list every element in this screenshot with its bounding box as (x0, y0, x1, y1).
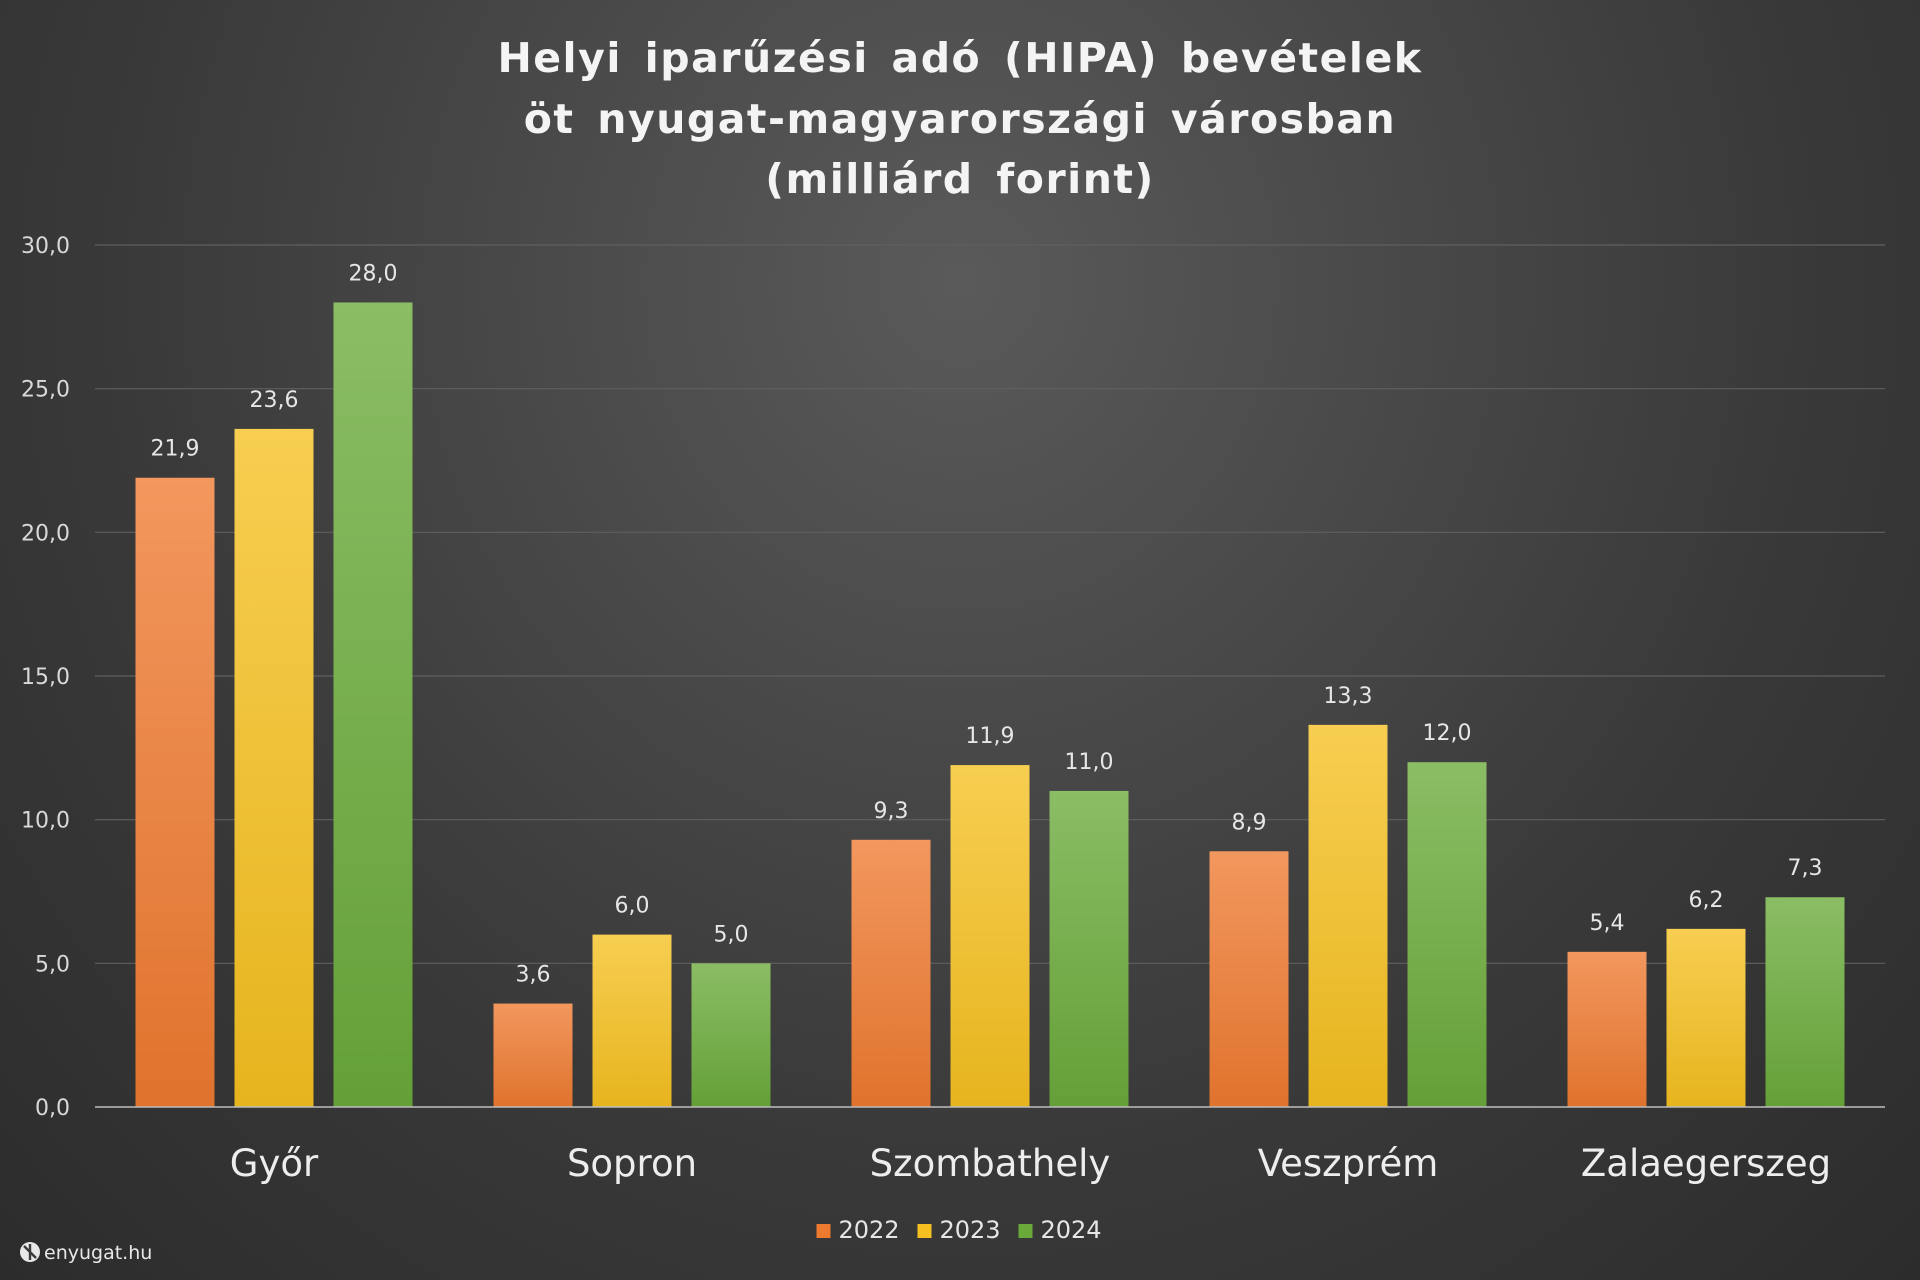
y-tick-label: 0,0 (35, 1096, 70, 1121)
y-tick-label: 10,0 (21, 809, 70, 834)
data-label: 7,3 (1788, 856, 1823, 881)
bar (592, 934, 672, 1107)
bar (1666, 928, 1746, 1107)
bar (1209, 851, 1289, 1107)
enyugat-logo-icon (20, 1242, 40, 1262)
watermark-text: enyugat.hu (44, 1242, 152, 1264)
chart-title-line-3: (milliárd forint) (765, 155, 1155, 203)
bar (1049, 790, 1129, 1107)
data-label: 5,0 (714, 922, 749, 947)
data-label: 13,3 (1324, 684, 1373, 709)
y-axis: 0,0 5,0 10,0 15,0 20,0 25,0 30,0 (21, 234, 70, 1121)
bar (1308, 724, 1388, 1107)
x-tick-label: Zalaegerszeg (1581, 1142, 1831, 1185)
chart-title-line-2: öt nyugat-magyarországi városban (524, 95, 1397, 143)
data-label: 28,0 (349, 261, 398, 286)
legend-label: 2023 (940, 1216, 1001, 1244)
chart-title-line-1: Helyi iparűzési adó (HIPA) bevételek (497, 34, 1422, 82)
bar (1765, 897, 1845, 1107)
data-label: 5,4 (1590, 911, 1625, 936)
data-label: 11,9 (966, 724, 1015, 749)
y-tick-label: 30,0 (21, 234, 70, 259)
x-tick-label: Győr (230, 1142, 319, 1185)
bar (333, 302, 413, 1107)
chart-title: Helyi iparűzési adó (HIPA) bevételek öt … (497, 34, 1422, 203)
bar (950, 765, 1030, 1107)
x-tick-label: Veszprém (1258, 1142, 1439, 1185)
bar (1567, 951, 1647, 1107)
x-tick-label: Szombathely (870, 1142, 1111, 1185)
bars (135, 302, 1845, 1108)
data-label: 12,0 (1423, 721, 1472, 746)
legend-label: 2024 (1041, 1216, 1102, 1244)
legend-swatch (1018, 1224, 1033, 1238)
data-label: 3,6 (516, 963, 551, 988)
bar (234, 428, 314, 1108)
watermark: enyugat.hu (20, 1242, 152, 1264)
legend-label: 2022 (839, 1216, 900, 1244)
y-tick-label: 15,0 (21, 665, 70, 690)
bar (493, 1003, 573, 1107)
x-axis: Győr Sopron Szombathely Veszprém Zalaegersze… (95, 1106, 1885, 1185)
data-label: 6,0 (615, 894, 650, 919)
bar (135, 477, 215, 1107)
legend-swatch (917, 1224, 932, 1238)
data-label: 11,0 (1065, 750, 1114, 775)
y-tick-label: 20,0 (21, 521, 70, 546)
data-labels: 21,9 23,6 28,0 3,6 6,0 5,0 9,3 11,9 11,0 8,9 13,3 1… (151, 261, 1823, 987)
bar (1407, 762, 1487, 1107)
bar (691, 963, 771, 1107)
bar (851, 839, 931, 1107)
data-label: 23,6 (250, 388, 299, 413)
legend: 2022 2023 2024 (816, 1216, 1102, 1244)
data-label: 9,3 (874, 799, 909, 824)
x-tick-label: Sopron (567, 1142, 697, 1185)
data-label: 21,9 (151, 437, 200, 462)
data-label: 8,9 (1232, 810, 1267, 835)
y-tick-label: 5,0 (35, 952, 70, 977)
y-tick-label: 25,0 (21, 378, 70, 403)
data-label: 6,2 (1689, 888, 1724, 913)
legend-swatch (816, 1224, 831, 1238)
